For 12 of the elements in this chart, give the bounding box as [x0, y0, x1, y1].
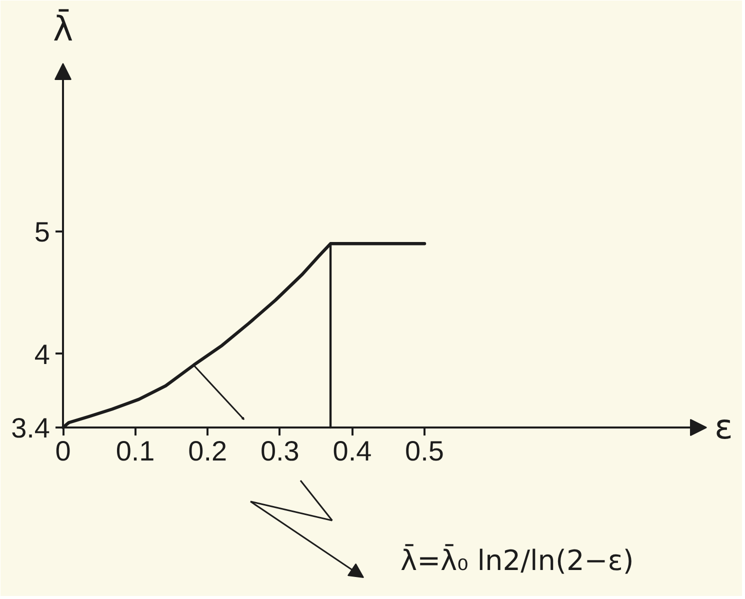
y-tick-label: 4: [34, 338, 50, 370]
x-tick-label: 0.2: [188, 436, 228, 466]
x-tick-label: 0.4: [332, 436, 372, 466]
y-tick-label: 3.4: [11, 412, 50, 444]
y-axis-title: λ̄: [52, 8, 74, 50]
x-tick-label: 0.1: [116, 436, 155, 466]
y-tick-label: 5: [34, 216, 50, 248]
text: λ̄=λ̄₀ ln2/ln(2−ε): [400, 544, 634, 577]
x-axis-title: ε: [714, 408, 733, 448]
x-tick-label: 0.5: [405, 436, 444, 466]
x-tick-label: 0: [55, 436, 71, 466]
x-tick-label: 0.3: [260, 436, 300, 466]
